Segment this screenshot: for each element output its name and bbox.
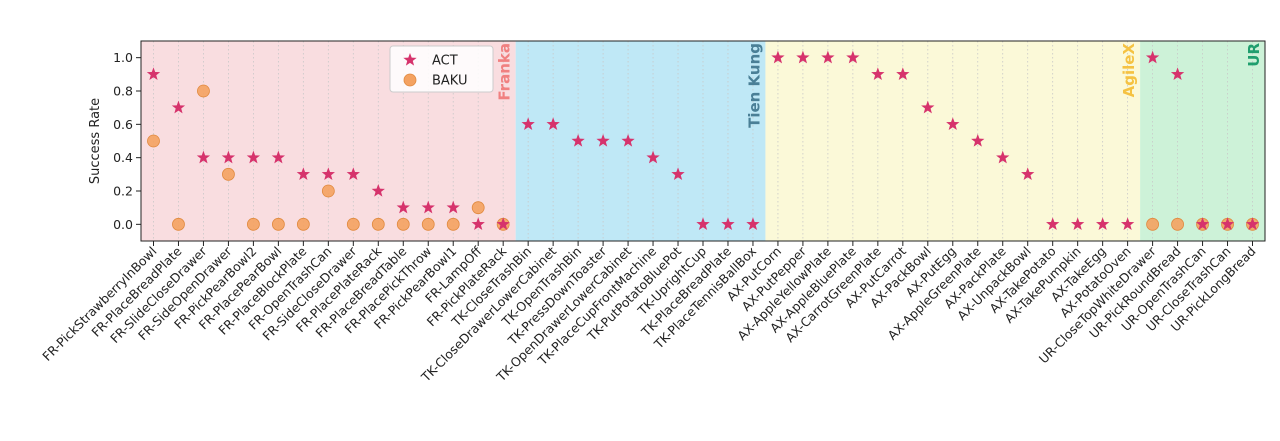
y-tick-label: 1.0	[113, 50, 133, 65]
y-axis: 0.0 0.2 0.4 0.6 0.8 1.0	[113, 50, 141, 232]
act-point	[1245, 217, 1260, 230]
region-label: AgileX	[1120, 43, 1138, 98]
act-point	[346, 167, 360, 180]
baku-point	[371, 217, 385, 231]
act-point	[271, 150, 286, 164]
act-point	[646, 150, 660, 164]
baku-point	[421, 217, 435, 231]
act-point	[146, 67, 161, 80]
act-point	[821, 50, 835, 64]
baku-point	[1171, 217, 1184, 231]
baku-point	[446, 217, 460, 231]
act-point	[1195, 217, 1210, 230]
act-point	[1095, 217, 1110, 230]
act-point	[421, 200, 435, 214]
baku-point	[396, 217, 410, 231]
act-point	[771, 50, 785, 64]
act-point	[1220, 217, 1235, 230]
act-point	[171, 100, 186, 114]
baku-point	[471, 201, 485, 215]
y-tick-label: 0.0	[113, 217, 133, 232]
region-label: UR	[1245, 43, 1263, 67]
act-point	[671, 167, 685, 180]
region-label: Franka	[496, 43, 514, 101]
act-point	[696, 217, 710, 230]
act-point	[546, 117, 560, 130]
baku-point	[296, 217, 310, 231]
act-point	[296, 167, 311, 180]
legend: ACT BAKU	[389, 45, 494, 93]
act-point	[446, 200, 460, 214]
act-point	[1046, 217, 1060, 230]
data-points	[146, 50, 1260, 231]
act-point	[946, 117, 960, 130]
baku-point	[346, 217, 360, 231]
legend-baku-marker	[403, 73, 417, 87]
act-point	[896, 67, 910, 80]
act-point	[246, 150, 261, 164]
act-point	[971, 134, 985, 147]
legend-act-marker	[403, 53, 417, 66]
act-point	[921, 100, 935, 114]
baku-point	[147, 134, 160, 148]
baku-point	[172, 217, 185, 231]
y-tick-label: 0.2	[113, 184, 133, 199]
region-tien-kung	[515, 41, 766, 241]
baku-point	[246, 217, 260, 231]
act-point	[721, 217, 735, 230]
act-point	[1145, 50, 1160, 64]
act-point	[496, 217, 510, 230]
y-axis-label: Success Rate	[88, 98, 103, 184]
y-tick-label: 0.8	[113, 84, 133, 99]
baku-point	[222, 167, 235, 181]
x-axis: FR-PickStrawberryInBowlFR-PlaceBreadPlat…	[39, 241, 1259, 385]
act-point	[1071, 217, 1085, 230]
legend-label: ACT	[432, 54, 458, 69]
act-point	[621, 134, 635, 147]
act-point	[471, 217, 485, 230]
act-point	[571, 134, 585, 147]
act-point	[521, 117, 535, 130]
baku-point	[1146, 217, 1159, 231]
act-point	[196, 150, 211, 164]
baku-point	[197, 84, 210, 98]
act-point	[596, 134, 610, 147]
region-label: Tien Kung	[745, 43, 763, 128]
act-point	[321, 167, 335, 180]
act-point	[221, 150, 236, 164]
act-point	[371, 184, 385, 197]
act-point	[846, 50, 860, 64]
act-point	[796, 50, 810, 64]
act-point	[1120, 217, 1135, 230]
act-point	[1170, 67, 1185, 80]
act-point	[996, 150, 1010, 164]
act-point	[871, 67, 885, 80]
y-tick-label: 0.4	[113, 150, 133, 165]
act-point	[1021, 167, 1035, 180]
act-point	[746, 217, 760, 230]
legend-label: BAKU	[432, 74, 468, 89]
baku-point	[271, 217, 285, 231]
region-labels: Franka Tien Kung AgileX UR	[496, 43, 1263, 128]
baku-point	[321, 184, 335, 198]
y-tick-label: 0.6	[113, 117, 133, 132]
act-point	[396, 200, 410, 214]
